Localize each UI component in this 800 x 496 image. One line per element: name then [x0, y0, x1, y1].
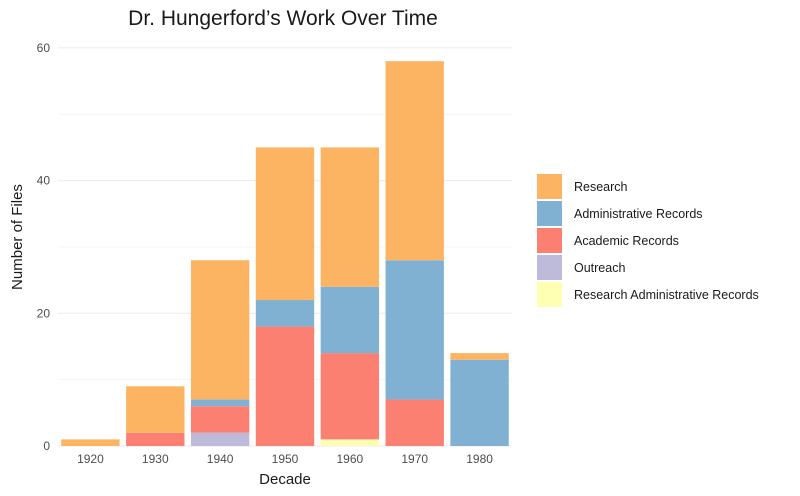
bar-segment-research-1940: [190, 260, 250, 400]
legend-label: Academic Records: [574, 234, 679, 248]
bars: [61, 61, 509, 446]
legend: Research Administrative Records Academic R…: [537, 174, 759, 307]
bar-segment-research-administrative-records-1960: [320, 439, 380, 446]
y-axis-ticks: 0 20 40 60: [37, 41, 51, 453]
legend-swatch: [537, 255, 562, 280]
x-tick-label: 1960: [337, 452, 364, 466]
x-tick-label: 1980: [466, 452, 493, 466]
bar-segment-administrative-records-1970: [385, 260, 444, 400]
bar-segment-administrative-records-1980: [450, 359, 509, 446]
chart-title: Dr. Hungerford’s Work Over Time: [128, 7, 438, 30]
bar-segment-academic-records-1970: [385, 399, 444, 446]
legend-label: Research Administrative Records: [574, 288, 759, 302]
bar-segment-administrative-records-1940: [190, 399, 250, 407]
x-tick-label: 1970: [401, 452, 428, 466]
legend-label: Administrative Records: [574, 207, 703, 221]
bar-segment-academic-records-1930: [126, 432, 185, 446]
x-tick-label: 1940: [207, 452, 234, 466]
bar-segment-academic-records-1950: [255, 326, 315, 446]
x-tick-label: 1930: [142, 452, 169, 466]
y-tick-label: 60: [37, 41, 51, 55]
bar-segment-research-1930: [126, 386, 185, 433]
bar-segment-research-1970: [385, 61, 444, 261]
legend-label: Research: [574, 180, 628, 194]
legend-swatch: [537, 282, 562, 307]
bar-segment-administrative-records-1960: [320, 286, 380, 354]
bar-segment-administrative-records-1950: [255, 300, 315, 327]
legend-label: Outreach: [574, 261, 625, 275]
y-tick-label: 0: [43, 439, 50, 453]
bar-segment-outreach-1940: [190, 432, 250, 446]
y-axis-title: Number of Files: [9, 184, 26, 290]
bar-segment-research-1980: [450, 353, 509, 360]
x-tick-label: 1920: [77, 452, 104, 466]
bar-segment-research-1960: [320, 147, 380, 287]
x-axis-title: Decade: [259, 471, 311, 488]
x-tick-label: 1950: [272, 452, 299, 466]
legend-swatch: [537, 228, 562, 253]
x-axis-ticks: 1920 1930 1940 1950 1960 1970 1980: [77, 452, 493, 466]
legend-swatch: [537, 174, 562, 199]
legend-swatch: [537, 201, 562, 226]
y-tick-label: 20: [37, 306, 51, 320]
bar-segment-research-1950: [255, 147, 315, 301]
y-tick-label: 40: [37, 174, 51, 188]
bar-segment-academic-records-1960: [320, 353, 380, 440]
bar-segment-research-1920: [61, 439, 120, 446]
bar-segment-academic-records-1940: [190, 406, 250, 433]
